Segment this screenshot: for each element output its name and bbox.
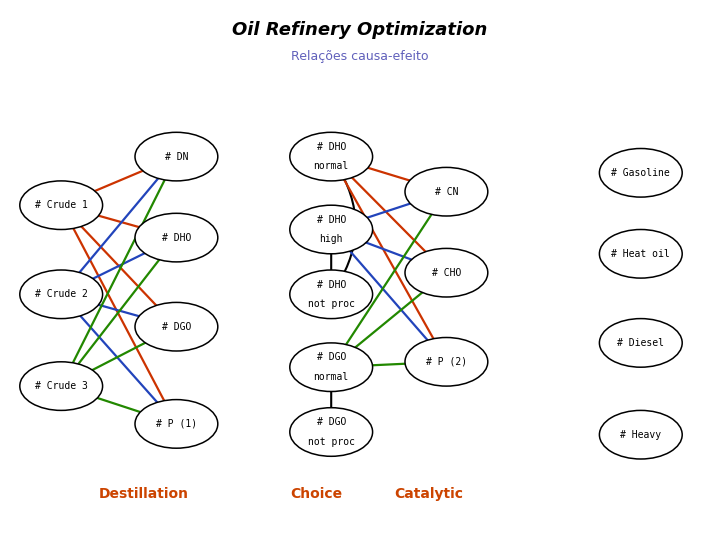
- Ellipse shape: [135, 400, 218, 448]
- Text: # P (2): # P (2): [426, 357, 467, 367]
- Ellipse shape: [599, 410, 682, 459]
- Ellipse shape: [405, 338, 488, 386]
- Text: # Diesel: # Diesel: [617, 338, 665, 348]
- Ellipse shape: [135, 213, 218, 262]
- Ellipse shape: [599, 148, 682, 197]
- Text: # Gasoline: # Gasoline: [611, 168, 670, 178]
- Text: # CN: # CN: [435, 187, 458, 197]
- Text: normal: normal: [314, 372, 348, 382]
- Ellipse shape: [599, 230, 682, 278]
- Ellipse shape: [289, 270, 373, 319]
- Text: # Crude 2: # Crude 2: [35, 289, 88, 299]
- Text: normal: normal: [314, 161, 348, 171]
- Text: # Crude 1: # Crude 1: [35, 200, 88, 210]
- Ellipse shape: [405, 248, 488, 297]
- Text: # Crude 3: # Crude 3: [35, 381, 88, 391]
- Text: # P (1): # P (1): [156, 419, 197, 429]
- Text: Catalytic: Catalytic: [394, 487, 463, 501]
- Text: # DN: # DN: [165, 152, 188, 161]
- Text: not proc: not proc: [307, 299, 355, 309]
- Text: Destillation: Destillation: [99, 487, 189, 501]
- Text: # DHO: # DHO: [317, 280, 346, 289]
- Text: # DGO: # DGO: [317, 417, 346, 427]
- Text: # Heat oil: # Heat oil: [611, 249, 670, 259]
- Text: not proc: not proc: [307, 437, 355, 447]
- Text: # DHO: # DHO: [162, 233, 191, 242]
- Text: Oil Refinery Optimization: Oil Refinery Optimization: [233, 21, 487, 39]
- Text: # DGO: # DGO: [317, 353, 346, 362]
- Text: Relações causa-efeito: Relações causa-efeito: [292, 50, 428, 63]
- Ellipse shape: [599, 319, 682, 367]
- Ellipse shape: [20, 270, 102, 319]
- Ellipse shape: [289, 343, 373, 391]
- Text: Choice: Choice: [291, 487, 343, 501]
- Text: # CHO: # CHO: [432, 268, 461, 278]
- Ellipse shape: [289, 205, 373, 254]
- Ellipse shape: [20, 362, 102, 410]
- Ellipse shape: [289, 408, 373, 456]
- Text: # DHO: # DHO: [317, 215, 346, 225]
- Text: # DGO: # DGO: [162, 322, 191, 332]
- Ellipse shape: [289, 132, 373, 181]
- Text: # Heavy: # Heavy: [620, 430, 662, 440]
- Ellipse shape: [135, 302, 218, 351]
- Ellipse shape: [405, 167, 488, 216]
- Text: high: high: [320, 234, 343, 244]
- Text: # DHO: # DHO: [317, 142, 346, 152]
- Ellipse shape: [20, 181, 102, 230]
- Ellipse shape: [135, 132, 218, 181]
